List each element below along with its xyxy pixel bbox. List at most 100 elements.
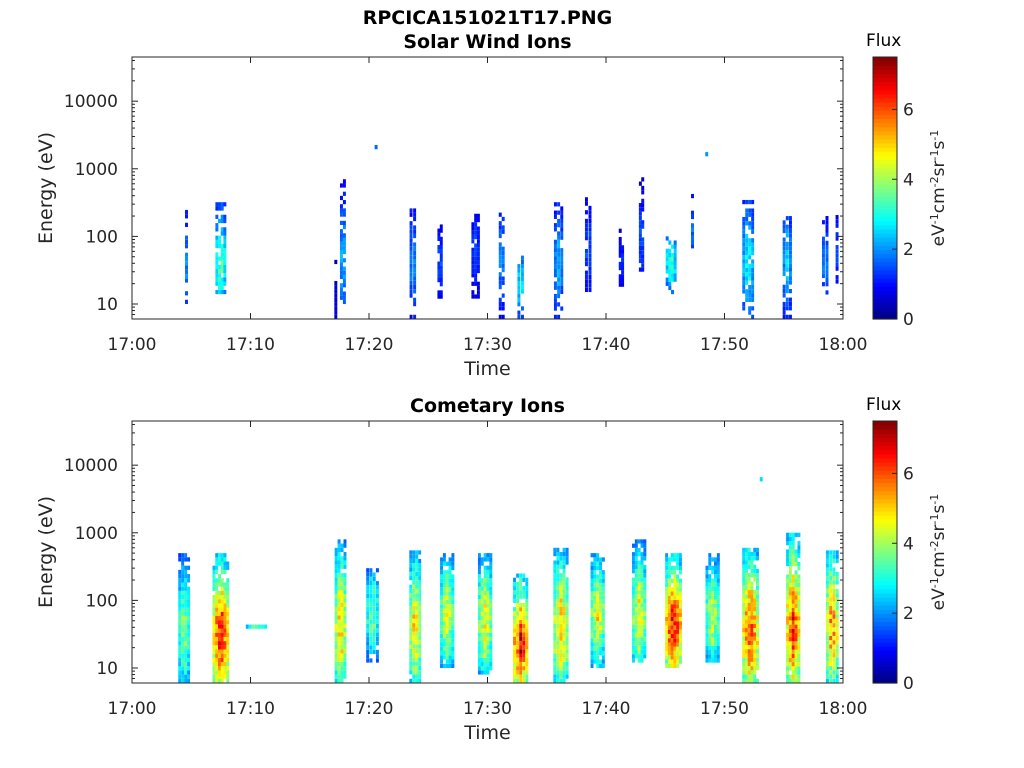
flux-cell	[708, 553, 712, 558]
flux-cell	[501, 306, 505, 311]
flux-cell	[522, 615, 526, 620]
flux-cell	[584, 279, 588, 284]
flux-cell	[667, 599, 671, 605]
flux-cell	[220, 202, 224, 207]
flux-cell	[782, 250, 786, 255]
flux-cell	[476, 247, 480, 252]
flux-cell	[673, 629, 677, 634]
flux-cell	[716, 553, 720, 558]
flux-cell	[187, 615, 191, 621]
flux-cell	[483, 649, 487, 654]
flux-cell	[489, 661, 493, 667]
flux-cell	[835, 631, 839, 636]
flux-cell	[829, 610, 833, 615]
flux-cell	[565, 661, 569, 667]
flux-cell	[334, 674, 338, 679]
flux-cell	[825, 550, 829, 555]
flux-cell	[343, 552, 347, 557]
flux-cell	[223, 565, 227, 570]
flux-cell	[745, 212, 749, 217]
flux-cell	[676, 651, 680, 656]
flux-cell	[489, 649, 493, 654]
flux-cell	[742, 221, 746, 226]
flux-cell	[797, 553, 801, 558]
flux-cell	[786, 620, 790, 625]
flux-cell	[678, 578, 682, 583]
flux-cell	[519, 602, 523, 608]
flux-cell	[522, 573, 526, 578]
flux-cell	[601, 604, 605, 609]
flux-cell	[220, 206, 224, 211]
flux-cell	[835, 648, 839, 654]
flux-cell	[821, 273, 825, 279]
flux-cell	[486, 645, 490, 650]
flux-cell	[797, 595, 801, 600]
flux-cell	[440, 599, 443, 605]
flux-cell	[498, 284, 502, 290]
colorbar-segment	[873, 61, 897, 66]
flux-cell	[178, 674, 182, 679]
flux-cell	[673, 655, 677, 660]
flux-cell	[415, 610, 419, 615]
colorbar-segment	[873, 543, 897, 549]
flux-cell	[489, 586, 493, 591]
flux-cell	[409, 263, 413, 268]
flux-cell	[641, 267, 645, 272]
flux-cell	[477, 661, 481, 667]
flux-cell	[678, 646, 682, 651]
flux-cell	[451, 659, 455, 664]
flux-cell	[412, 588, 416, 594]
flux-cell	[640, 577, 644, 582]
flux-cell	[750, 623, 754, 629]
flux-cell	[184, 678, 188, 684]
flux-cell	[750, 594, 754, 599]
flux-cell	[220, 662, 224, 667]
flux-cell	[409, 208, 413, 213]
flux-cell	[342, 274, 346, 280]
flux-cell	[593, 616, 597, 622]
flux-cell	[415, 665, 419, 671]
flux-burst	[825, 550, 839, 683]
flux-cell	[181, 615, 185, 621]
flux-cell	[513, 628, 516, 633]
flux-cell	[786, 632, 790, 638]
flux-cell	[678, 553, 682, 558]
colorbar-segment	[873, 621, 897, 627]
flux-cell	[440, 604, 443, 609]
flux-cell	[218, 641, 221, 646]
flux-cell	[212, 607, 216, 612]
flux-cell	[522, 661, 526, 667]
flux-cell	[643, 645, 647, 650]
flux-cell	[178, 645, 182, 650]
flux-cell	[751, 250, 755, 256]
flux-cell	[676, 659, 680, 664]
flux-cell	[744, 598, 748, 603]
flux-cell	[480, 653, 484, 658]
flux-cell	[340, 640, 344, 645]
flux-cell	[829, 623, 833, 628]
flux-cell	[342, 258, 346, 263]
flux-cell	[220, 285, 224, 290]
flux-cell	[409, 233, 413, 239]
flux-cell	[665, 599, 669, 605]
flux-cell	[557, 243, 561, 249]
flux-burst	[215, 202, 227, 295]
flux-cell	[750, 632, 754, 637]
flux-cell	[829, 635, 833, 641]
flux-cell	[825, 265, 829, 270]
flux-cell	[409, 267, 413, 273]
flux-cell	[753, 623, 757, 629]
flux-cell	[667, 655, 671, 660]
flux-cell	[667, 561, 671, 566]
flux-cell	[418, 653, 422, 658]
flux-cell	[588, 218, 592, 224]
flux-cell	[640, 641, 644, 646]
flux-cell	[632, 552, 635, 557]
flux-cell	[678, 591, 682, 596]
flux-cell	[215, 561, 219, 566]
flux-cell	[340, 678, 344, 683]
flux-cell	[412, 640, 416, 645]
flux-cell	[340, 598, 344, 603]
flux-cell	[788, 545, 792, 550]
flux-cell	[821, 282, 825, 287]
